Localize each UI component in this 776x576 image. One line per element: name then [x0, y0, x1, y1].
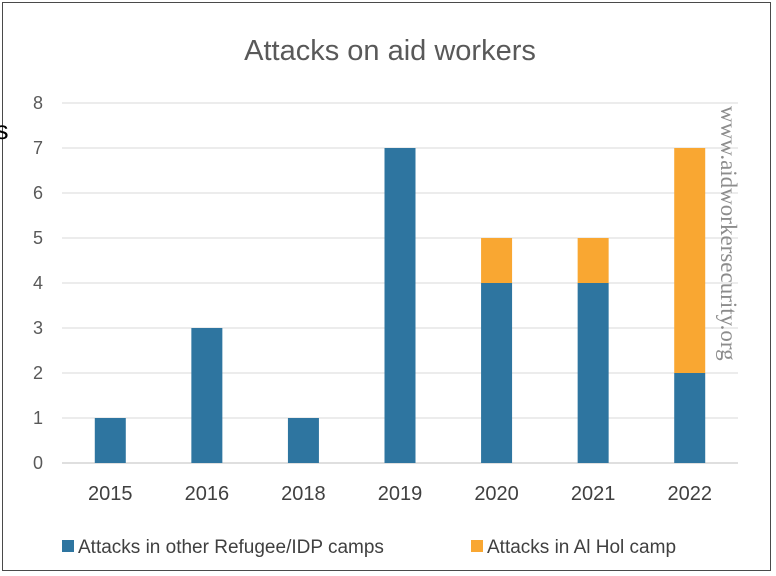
bar-segment-2019-series-0: [384, 148, 416, 463]
x-tick-label: 2022: [667, 483, 712, 505]
chart-title: Attacks on aid workers: [244, 35, 536, 67]
y-tick-label: 8: [33, 93, 43, 113]
bar-segment-2020-series-0: [481, 283, 513, 463]
x-tick-label: 2018: [281, 483, 326, 505]
legend-swatch-refugee-idp: [62, 540, 74, 552]
x-tick-label: 2019: [378, 483, 423, 505]
x-tick-label: 2016: [185, 483, 230, 505]
x-axis-labels: 2015 2016 2018 2019 2020 2021 2022: [88, 483, 712, 505]
bar-segment-2015-series-0: [94, 418, 126, 463]
y-tick-label: 5: [33, 228, 43, 248]
y-axis-ticks: 0 1 2 3 4 5 6 7 8: [33, 93, 43, 473]
legend-swatch-al-hol: [471, 540, 483, 552]
legend-label-refugee-idp: Attacks in other Refugee/IDP camps: [78, 537, 384, 558]
legend-label-al-hol: Attacks in Al Hol camp: [487, 537, 676, 558]
y-tick-label: 0: [33, 453, 43, 473]
bar-segment-2018-series-0: [287, 418, 319, 463]
legend: Attacks in other Refugee/IDP camps Attac…: [62, 537, 676, 558]
cut-off-text: s: [0, 115, 9, 145]
x-tick-label: 2021: [571, 483, 616, 505]
bar-segment-2022-series-1: [674, 148, 706, 373]
bar-segment-2022-series-0: [674, 373, 706, 463]
bar-segment-2020-series-1: [481, 238, 513, 283]
bars: [94, 148, 706, 463]
y-tick-label: 3: [33, 318, 43, 338]
x-tick-label: 2015: [88, 483, 133, 505]
bar-segment-2021-series-0: [577, 283, 609, 463]
y-tick-label: 6: [33, 183, 43, 203]
y-tick-label: 7: [33, 138, 43, 158]
bar-segment-2021-series-1: [577, 238, 609, 283]
y-tick-label: 4: [33, 273, 43, 293]
x-tick-label: 2020: [474, 483, 519, 505]
y-tick-label: 1: [33, 408, 43, 428]
y-tick-label: 2: [33, 363, 43, 383]
bar-segment-2016-series-0: [191, 328, 223, 463]
watermark-text: www.aidworkersecurity.org: [716, 106, 741, 361]
